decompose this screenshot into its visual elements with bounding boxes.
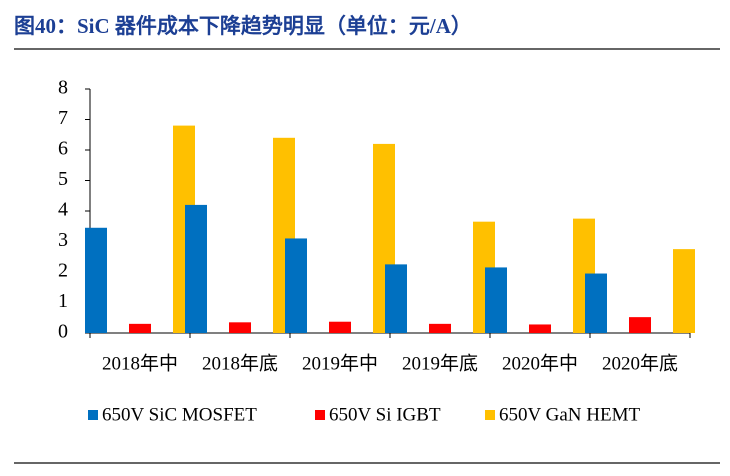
y-tick-label: 0 bbox=[58, 321, 68, 343]
bar bbox=[385, 264, 407, 333]
legend-label: 650V GaN HEMT bbox=[499, 404, 640, 425]
bar bbox=[329, 321, 351, 333]
bar bbox=[629, 317, 651, 333]
bar bbox=[429, 323, 451, 333]
legend-label: 650V SiC MOSFET bbox=[102, 404, 257, 425]
x-tick-label: 2020年底 bbox=[602, 352, 678, 374]
legend-swatch bbox=[315, 410, 325, 420]
legend-label: 650V Si IGBT bbox=[329, 404, 441, 425]
y-tick-label: 8 bbox=[58, 77, 68, 99]
x-tick-label: 2018年中 bbox=[102, 352, 178, 374]
bar bbox=[585, 273, 607, 333]
bar bbox=[85, 227, 107, 333]
bar bbox=[229, 322, 251, 333]
bar bbox=[129, 323, 151, 333]
bar bbox=[285, 238, 307, 333]
x-tick-label: 2018年底 bbox=[202, 352, 278, 374]
chart-title: 图40：SiC 器件成本下降趋势明显（单位：元/A） bbox=[14, 14, 472, 38]
y-tick-label: 5 bbox=[58, 168, 68, 190]
bar bbox=[529, 324, 551, 333]
x-tick-label: 2019年底 bbox=[402, 352, 478, 374]
bar bbox=[485, 267, 507, 333]
bar bbox=[673, 249, 695, 333]
x-tick-label: 2019年中 bbox=[302, 352, 378, 374]
x-tick-label: 2020年中 bbox=[502, 352, 578, 374]
y-tick-label: 3 bbox=[58, 229, 68, 251]
y-tick-label: 2 bbox=[58, 260, 68, 282]
y-tick-label: 4 bbox=[58, 199, 68, 221]
y-tick-label: 1 bbox=[58, 290, 68, 312]
legend-swatch bbox=[485, 410, 495, 420]
bar bbox=[185, 204, 207, 333]
y-tick-label: 7 bbox=[58, 107, 68, 129]
y-tick-label: 6 bbox=[58, 138, 68, 160]
legend-swatch bbox=[88, 410, 98, 420]
